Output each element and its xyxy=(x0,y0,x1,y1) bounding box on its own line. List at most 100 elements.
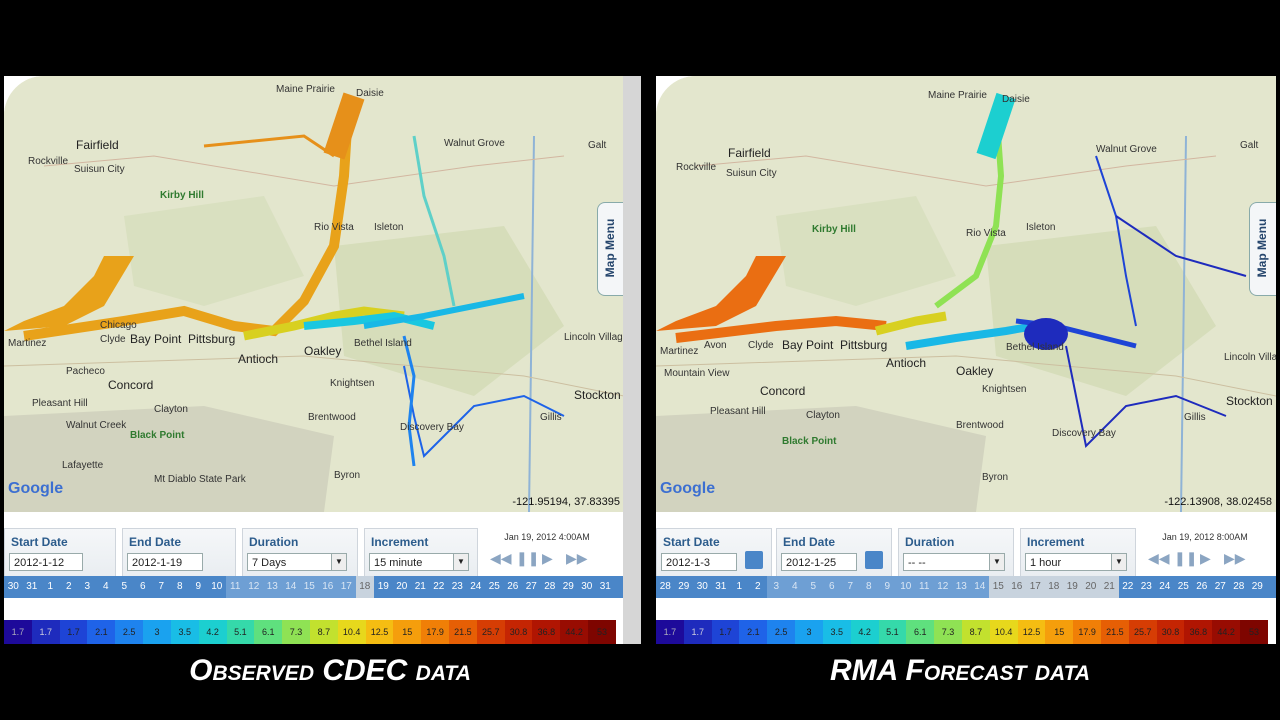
day-cell[interactable]: 9 xyxy=(878,576,897,598)
day-cell[interactable]: 22 xyxy=(433,581,445,592)
end-date-label: End Date xyxy=(783,535,836,549)
chevron-down-icon: ▼ xyxy=(1111,554,1126,570)
end-date-field[interactable]: 2012-1-25 xyxy=(781,553,857,571)
day-cell[interactable]: 30 xyxy=(7,581,19,592)
day-cell[interactable]: 13 xyxy=(952,576,971,598)
day-cell-current[interactable]: 18 xyxy=(355,576,374,598)
calendar-icon[interactable] xyxy=(745,551,763,569)
pause-icon[interactable]: ❚❚ xyxy=(1174,550,1198,566)
place-label: Discovery Bay xyxy=(1052,428,1116,439)
day-cell-current[interactable]: 15 xyxy=(989,576,1008,598)
day-cell[interactable]: 8 xyxy=(176,581,183,592)
day-cell[interactable]: 24 xyxy=(470,581,482,592)
map-view[interactable]: Maine Prairie Daisie Fairfield Rockville… xyxy=(4,76,624,512)
day-cell[interactable]: 13 xyxy=(263,576,282,598)
day-cell[interactable]: 29 xyxy=(562,581,574,592)
day-cell[interactable]: 30 xyxy=(696,581,708,592)
playback-timestamp: Jan 19, 2012 8:00AM xyxy=(1162,532,1248,542)
day-cell[interactable]: 23 xyxy=(451,581,463,592)
day-cell[interactable]: 4 xyxy=(785,576,804,598)
day-cell[interactable]: 11 xyxy=(226,576,245,598)
day-cell[interactable]: 23 xyxy=(1140,581,1152,592)
day-cell[interactable]: 4 xyxy=(102,581,109,592)
day-cell[interactable]: 17 xyxy=(337,576,356,598)
day-cell[interactable]: 31 xyxy=(26,581,38,592)
day-cell[interactable]: 14 xyxy=(970,576,989,598)
rewind-icon[interactable]: ◀◀ xyxy=(1148,550,1170,566)
day-cell[interactable]: 19 xyxy=(1063,576,1082,598)
day-cell[interactable]: 15 xyxy=(300,576,319,598)
legend-cell: 1.7 xyxy=(4,620,32,644)
day-cell[interactable]: 19 xyxy=(377,581,389,592)
day-cell[interactable]: 29 xyxy=(1251,581,1263,592)
day-cell[interactable]: 1 xyxy=(736,581,743,592)
time-controls: Start Date 2012-1-3 End Date 2012-1-25 D… xyxy=(656,528,1276,578)
day-cell[interactable]: 10 xyxy=(896,576,915,598)
day-cell[interactable]: 11 xyxy=(915,576,934,598)
day-cell[interactable]: 27 xyxy=(1214,581,1226,592)
day-cell[interactable]: 1 xyxy=(47,581,54,592)
day-cell[interactable]: 22 xyxy=(1122,581,1134,592)
duration-select[interactable]: 7 Days ▼ xyxy=(247,553,347,571)
start-date-field[interactable]: 2012-1-3 xyxy=(661,553,737,571)
day-cell[interactable]: 17 xyxy=(1026,576,1045,598)
day-cell[interactable]: 7 xyxy=(841,576,860,598)
play-icon[interactable]: ▶ xyxy=(542,550,553,566)
map-view[interactable]: Maine Prairie Daisie Fairfield Rockville… xyxy=(656,76,1276,512)
day-cell[interactable]: 7 xyxy=(158,581,165,592)
calendar-icon[interactable] xyxy=(865,551,883,569)
fast-forward-icon[interactable]: ▶▶ xyxy=(1224,550,1246,566)
rewind-icon[interactable]: ◀◀ xyxy=(490,550,512,566)
duration-value: 7 Days xyxy=(252,557,287,569)
day-cell[interactable]: 12 xyxy=(244,576,263,598)
day-cell[interactable]: 6 xyxy=(139,581,146,592)
end-date-field[interactable]: 2012-1-19 xyxy=(127,553,203,571)
day-cell[interactable]: 27 xyxy=(525,581,537,592)
day-cell[interactable]: 28 xyxy=(659,581,671,592)
day-cell[interactable]: 9 xyxy=(195,581,202,592)
duration-select[interactable]: -- -- ▼ xyxy=(903,553,1005,571)
place-label: Gillis xyxy=(540,412,562,423)
place-label: Daisie xyxy=(356,88,384,99)
day-cell[interactable]: 16 xyxy=(1007,576,1026,598)
day-cell[interactable]: 28 xyxy=(1233,581,1245,592)
day-cell[interactable]: 24 xyxy=(1159,581,1171,592)
day-cell[interactable]: 31 xyxy=(599,581,611,592)
day-cell[interactable]: 30 xyxy=(581,581,593,592)
day-cell[interactable]: 25 xyxy=(1177,581,1189,592)
day-cell[interactable]: 25 xyxy=(488,581,500,592)
start-date-field[interactable]: 2012-1-12 xyxy=(9,553,83,571)
day-cell[interactable]: 29 xyxy=(678,581,690,592)
day-cell[interactable]: 26 xyxy=(1196,581,1208,592)
day-cell[interactable]: 20 xyxy=(396,581,408,592)
map-menu-button[interactable]: Map Menu xyxy=(597,202,624,296)
day-cell[interactable]: 3 xyxy=(767,576,786,598)
day-cell[interactable]: 31 xyxy=(715,581,727,592)
fast-forward-icon[interactable]: ▶▶ xyxy=(566,550,588,566)
split-divider[interactable] xyxy=(623,76,641,644)
day-cell[interactable]: 21 xyxy=(1100,576,1119,598)
play-icon[interactable]: ▶ xyxy=(1200,550,1211,566)
day-cell[interactable]: 2 xyxy=(754,581,761,592)
day-cell[interactable]: 28 xyxy=(544,581,556,592)
day-cell[interactable]: 10 xyxy=(211,581,223,592)
day-cell[interactable]: 26 xyxy=(507,581,519,592)
day-cell[interactable]: 5 xyxy=(804,576,823,598)
day-cell[interactable]: 16 xyxy=(318,576,337,598)
day-cell[interactable]: 3 xyxy=(84,581,91,592)
day-cell[interactable]: 2 xyxy=(65,581,72,592)
increment-select[interactable]: 1 hour ▼ xyxy=(1025,553,1127,571)
pause-icon[interactable]: ❚❚ xyxy=(516,550,540,566)
legend-cell: 25.7 xyxy=(476,620,505,644)
day-cell[interactable]: 21 xyxy=(414,581,426,592)
day-cell[interactable]: 20 xyxy=(1081,576,1100,598)
day-cell[interactable]: 18 xyxy=(1044,576,1063,598)
day-cell[interactable]: 12 xyxy=(933,576,952,598)
increment-select[interactable]: 15 minute ▼ xyxy=(369,553,469,571)
day-cell[interactable]: 5 xyxy=(121,581,128,592)
day-cell[interactable]: 6 xyxy=(822,576,841,598)
legend-cell: 2.1 xyxy=(87,620,116,644)
map-menu-button[interactable]: Map Menu xyxy=(1249,202,1276,296)
day-cell[interactable]: 8 xyxy=(859,576,878,598)
day-cell[interactable]: 14 xyxy=(281,576,300,598)
